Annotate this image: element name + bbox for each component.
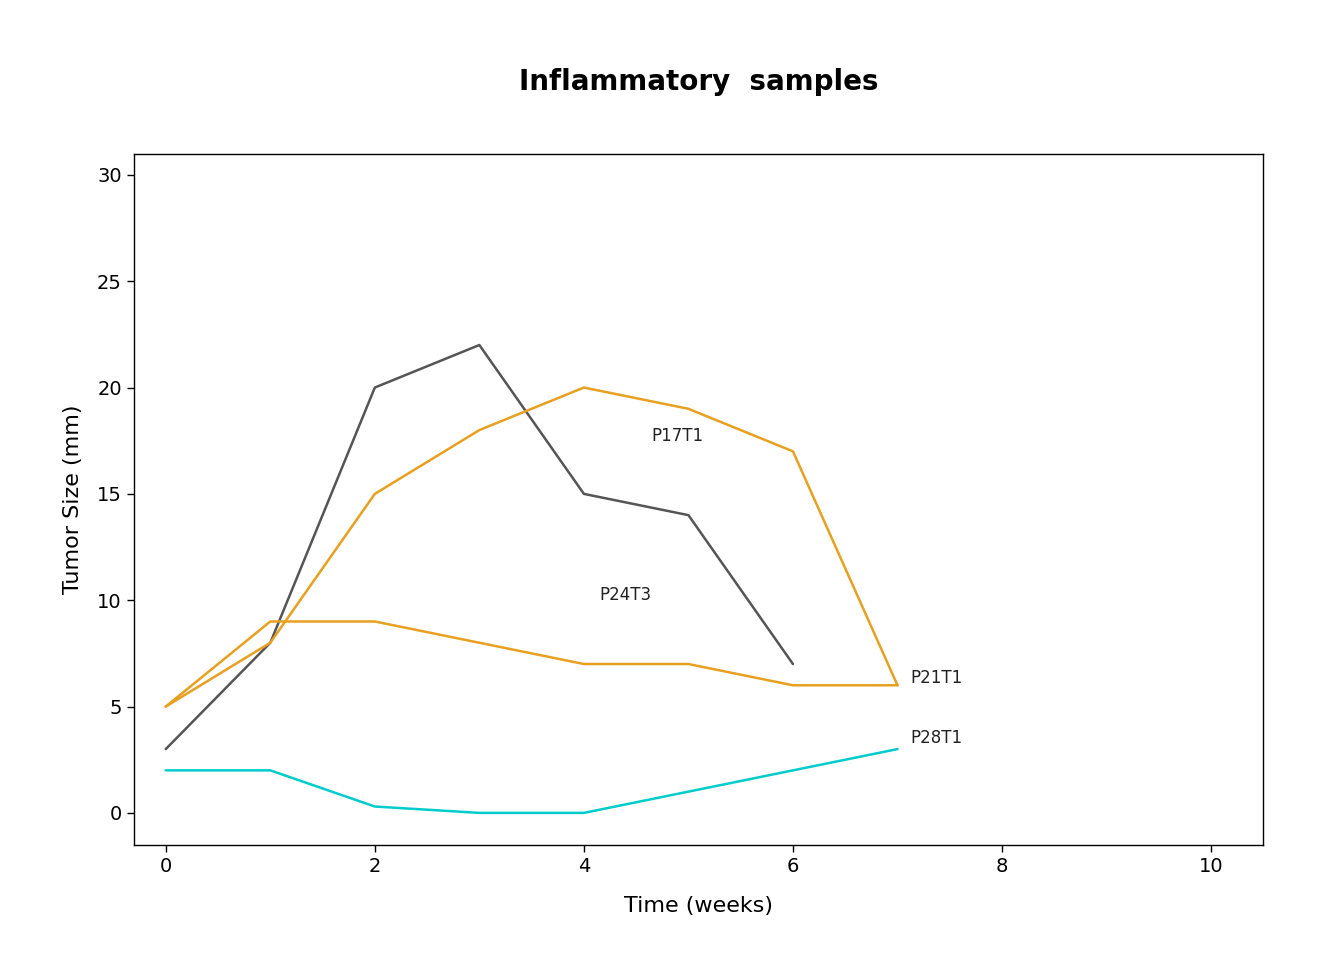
Text: P28T1: P28T1 <box>910 729 962 747</box>
Y-axis label: Tumor Size (mm): Tumor Size (mm) <box>63 404 83 594</box>
Text: P24T3: P24T3 <box>599 587 652 604</box>
X-axis label: Time (weeks): Time (weeks) <box>625 896 773 916</box>
Text: P17T1: P17T1 <box>652 426 704 444</box>
Text: Inflammatory  samples: Inflammatory samples <box>519 68 879 96</box>
Text: P21T1: P21T1 <box>910 669 962 687</box>
